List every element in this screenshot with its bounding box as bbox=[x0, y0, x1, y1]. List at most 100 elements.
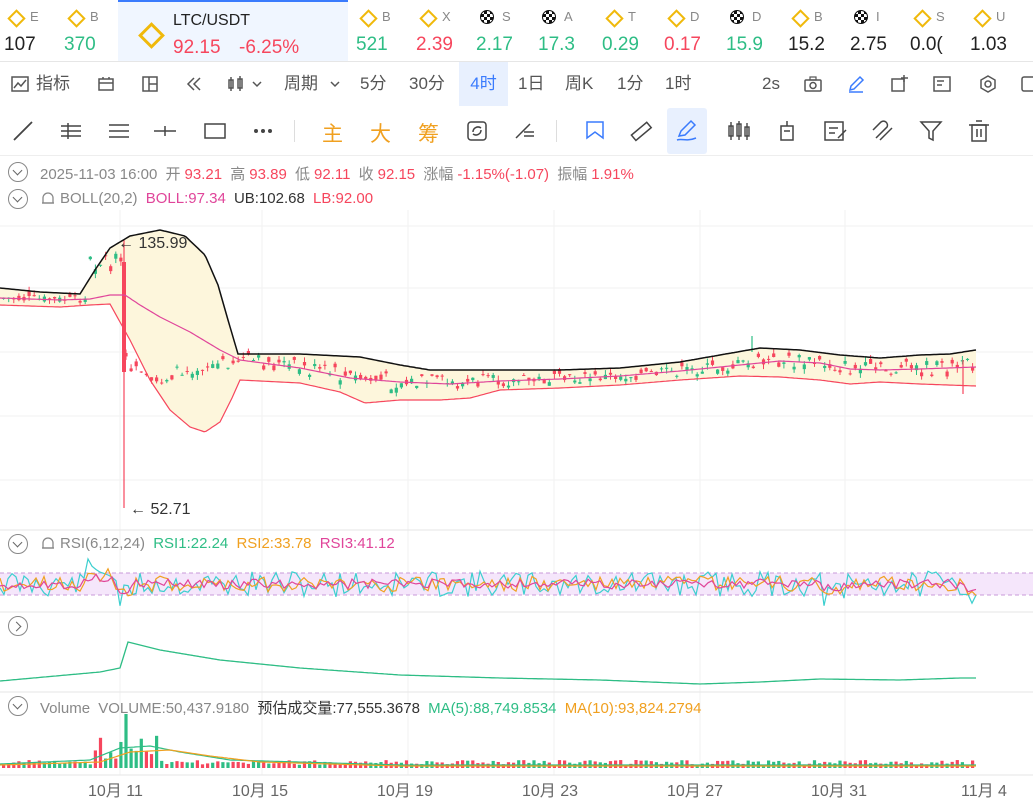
volume-bar bbox=[267, 763, 271, 768]
chip-toggle[interactable]: 筹 bbox=[418, 123, 439, 146]
more-icon[interactable] bbox=[1020, 74, 1033, 94]
ticker-item[interactable]: I 2.75 bbox=[846, 0, 906, 61]
candle-body bbox=[486, 375, 490, 377]
collapse-icon[interactable] bbox=[8, 189, 28, 209]
bookmark-icon[interactable] bbox=[582, 118, 608, 144]
ticker-item[interactable]: D 15.9 bbox=[722, 0, 782, 61]
lock-icon[interactable] bbox=[774, 118, 800, 144]
volume-bar bbox=[700, 763, 704, 768]
candle-body bbox=[119, 257, 123, 262]
camera-icon[interactable] bbox=[803, 74, 823, 94]
ticker-value: 2.39 bbox=[416, 34, 453, 55]
volume-bar bbox=[246, 763, 250, 768]
sync-icon[interactable] bbox=[464, 118, 490, 144]
ticker-item[interactable]: E 107 bbox=[0, 0, 60, 61]
ticker-item[interactable]: B 370 bbox=[60, 0, 120, 61]
volume-bar bbox=[160, 760, 164, 768]
more-tools-icon[interactable] bbox=[250, 118, 276, 144]
template-icon[interactable] bbox=[932, 74, 952, 94]
split-view-icon[interactable] bbox=[140, 74, 160, 94]
chevron-down-icon[interactable] bbox=[328, 74, 342, 94]
filter-icon[interactable] bbox=[918, 118, 944, 144]
interval-1m[interactable]: 1分 bbox=[617, 74, 644, 93]
indicator-line bbox=[0, 641, 976, 685]
boll-name: BOLL(20,2) bbox=[60, 190, 138, 207]
volume-bar bbox=[925, 764, 929, 768]
collapse-icon[interactable] bbox=[8, 162, 28, 182]
ticker-item[interactable]: U 1.03 bbox=[966, 0, 1026, 61]
ticker-item[interactable]: T 0.29 bbox=[598, 0, 658, 61]
interval-4h[interactable]: 4时 bbox=[459, 62, 508, 106]
collapse-icon[interactable] bbox=[8, 696, 28, 716]
bell-icon[interactable] bbox=[40, 191, 56, 207]
ticker-item[interactable]: S 2.17 bbox=[472, 0, 532, 61]
rewind-icon[interactable] bbox=[184, 74, 204, 94]
expand-icon[interactable] bbox=[8, 616, 28, 636]
draw-mode-button[interactable] bbox=[667, 108, 707, 154]
candle-body bbox=[134, 361, 138, 367]
pencil-icon[interactable] bbox=[846, 74, 866, 94]
ticker-item[interactable]: A 17.3 bbox=[534, 0, 594, 61]
chevron-down-icon[interactable] bbox=[250, 74, 264, 94]
channel-icon[interactable] bbox=[106, 118, 132, 144]
refresh-rate[interactable]: 2s bbox=[762, 74, 780, 93]
ohlc-date: 2025-11-03 16:00 bbox=[40, 166, 158, 183]
candle-body bbox=[175, 366, 179, 368]
horizontal-line-icon[interactable] bbox=[152, 118, 178, 144]
settings-icon[interactable] bbox=[978, 74, 998, 94]
candle-body bbox=[206, 366, 210, 368]
interval-1w[interactable]: 周K bbox=[565, 74, 594, 93]
ticker-item[interactable]: X 2.39 bbox=[412, 0, 472, 61]
compare-icon[interactable] bbox=[512, 118, 538, 144]
candle-body bbox=[634, 376, 638, 380]
trend-line-icon[interactable] bbox=[10, 118, 36, 144]
interval-30m[interactable]: 30分 bbox=[409, 74, 445, 93]
collapse-icon[interactable] bbox=[8, 534, 28, 554]
ticker-item-active[interactable]: LTC/USDT 92.15 -6.25% bbox=[118, 0, 348, 61]
ruler-icon[interactable] bbox=[628, 118, 654, 144]
volume-bar bbox=[226, 762, 230, 768]
interval-1d[interactable]: 1日 bbox=[518, 74, 545, 93]
rectangle-icon[interactable] bbox=[202, 118, 228, 144]
main-chart-toggle[interactable]: 主 bbox=[322, 123, 343, 146]
candle-body bbox=[726, 370, 730, 374]
add-window-icon[interactable] bbox=[889, 74, 909, 94]
interval-5m[interactable]: 5分 bbox=[360, 74, 387, 93]
candle-type-icon[interactable] bbox=[226, 74, 246, 94]
big-order-toggle[interactable]: 大 bbox=[370, 123, 391, 146]
magnet-icon[interactable] bbox=[870, 118, 896, 144]
candle-body bbox=[619, 376, 623, 380]
edit-note-icon[interactable] bbox=[822, 118, 848, 144]
ticker-item[interactable]: D 0.17 bbox=[660, 0, 720, 61]
volume-bar bbox=[180, 761, 184, 768]
volume-bar bbox=[445, 764, 449, 768]
trash-icon[interactable] bbox=[966, 118, 992, 144]
indicators-button[interactable]: 指标 bbox=[36, 74, 70, 93]
candle-body bbox=[945, 371, 949, 377]
volume-bar bbox=[32, 762, 36, 768]
parallel-line-icon[interactable] bbox=[58, 118, 84, 144]
candle-body bbox=[180, 374, 184, 376]
volume-bar bbox=[787, 763, 791, 768]
ticker-item[interactable]: B 15.2 bbox=[784, 0, 844, 61]
candle-body bbox=[807, 357, 811, 360]
divider bbox=[556, 120, 557, 142]
candle-body bbox=[292, 357, 296, 360]
volume-bar bbox=[241, 762, 245, 768]
volume-bar bbox=[869, 763, 873, 768]
bell-icon[interactable] bbox=[40, 536, 56, 552]
candles-icon[interactable] bbox=[726, 118, 752, 144]
layout-icon[interactable] bbox=[96, 74, 116, 94]
interval-1h[interactable]: 1时 bbox=[665, 74, 692, 93]
candle-body bbox=[741, 360, 745, 362]
ticker-item[interactable]: S 0.0( bbox=[906, 0, 966, 61]
candle-body bbox=[950, 359, 954, 364]
volume-bar bbox=[960, 762, 964, 768]
candle-body bbox=[863, 362, 868, 366]
ticker-item[interactable]: B 521 bbox=[352, 0, 412, 61]
period-selector[interactable]: 周期 bbox=[284, 74, 318, 93]
volume-bar bbox=[665, 761, 669, 768]
volume-bar bbox=[675, 762, 679, 768]
volume-bar bbox=[313, 760, 317, 768]
volume-bar bbox=[37, 760, 41, 768]
